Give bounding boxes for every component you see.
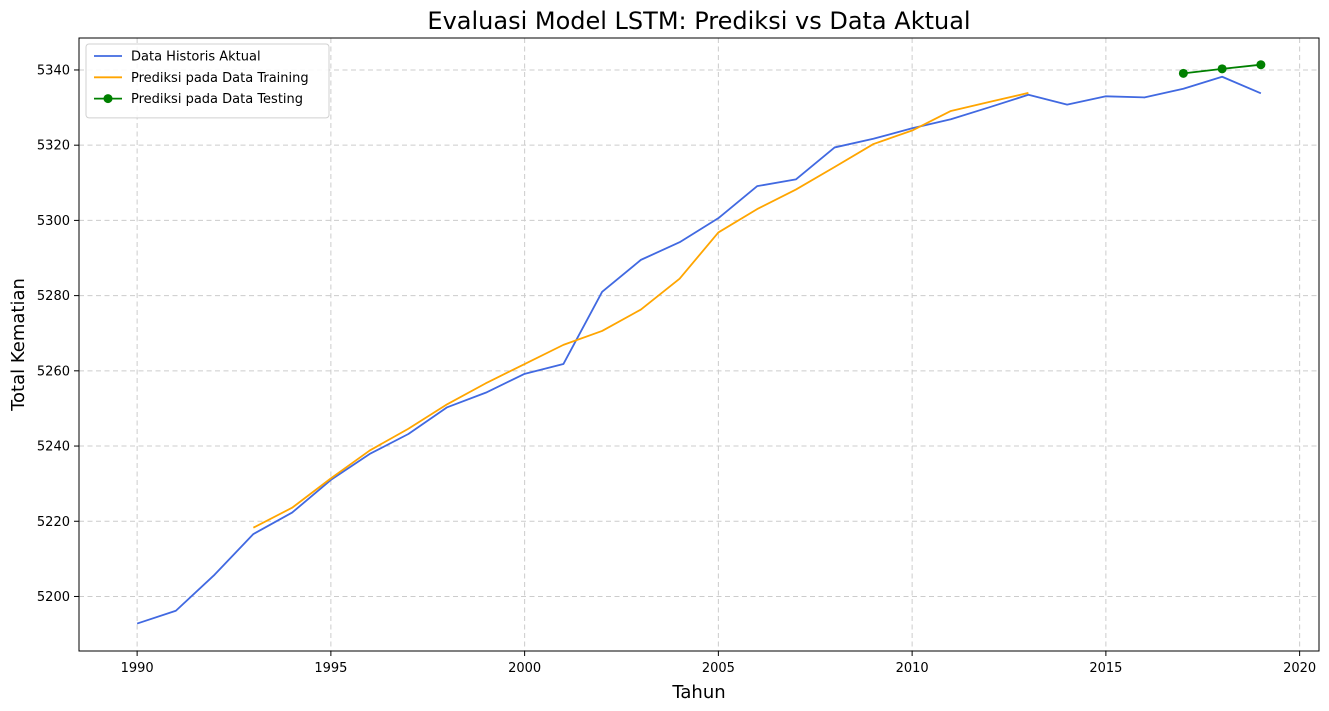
x-axis-label: Tahun: [671, 682, 725, 703]
x-tick-label: 2010: [896, 661, 929, 676]
x-tick-label: 2015: [1089, 661, 1122, 676]
x-tick-label: 2005: [702, 661, 735, 676]
series-layer: [136, 60, 1266, 625]
legend: Data Historis Aktual Prediksi pada Data T…: [85, 43, 330, 119]
series-3-point: [1256, 60, 1266, 70]
legend-box: [85, 43, 330, 119]
x-tick-label: 2020: [1283, 661, 1316, 676]
y-tick-label: 5300: [37, 214, 70, 229]
y-tick-label: 5340: [37, 63, 70, 78]
legend-label-2: Prediksi pada Data Training: [131, 71, 309, 86]
series-3-point: [1178, 68, 1188, 78]
y-tick-label: 5200: [37, 590, 70, 605]
y-tick-label: 5320: [37, 139, 70, 154]
y-tick-label: 5260: [37, 364, 70, 379]
y-tick-label: 5240: [37, 440, 70, 455]
x-axis: 1990 1995 2000 2005 2010 2015 2020: [121, 651, 1316, 676]
y-tick-label: 5280: [37, 289, 70, 304]
legend-marker-3: [103, 94, 113, 104]
legend-label-3: Prediksi pada Data Testing: [131, 92, 303, 107]
y-axis-label: Total Kematian: [8, 278, 29, 412]
legend-label-1: Data Historis Aktual: [131, 50, 261, 65]
y-tick-label: 5220: [37, 515, 70, 530]
chart-title: Evaluasi Model LSTM: Prediksi vs Data Ak…: [427, 7, 970, 35]
x-tick-label: 2000: [508, 661, 541, 676]
series-line-2: [252, 92, 1029, 529]
series-line-1: [136, 75, 1262, 625]
y-axis: 5200 5220 5240 5260 5280 5300 5320 5340: [37, 63, 79, 605]
x-tick-label: 1995: [314, 661, 347, 676]
plot-frame: [78, 37, 1320, 652]
x-tick-label: 1990: [121, 661, 154, 676]
series-3-point: [1217, 64, 1227, 74]
